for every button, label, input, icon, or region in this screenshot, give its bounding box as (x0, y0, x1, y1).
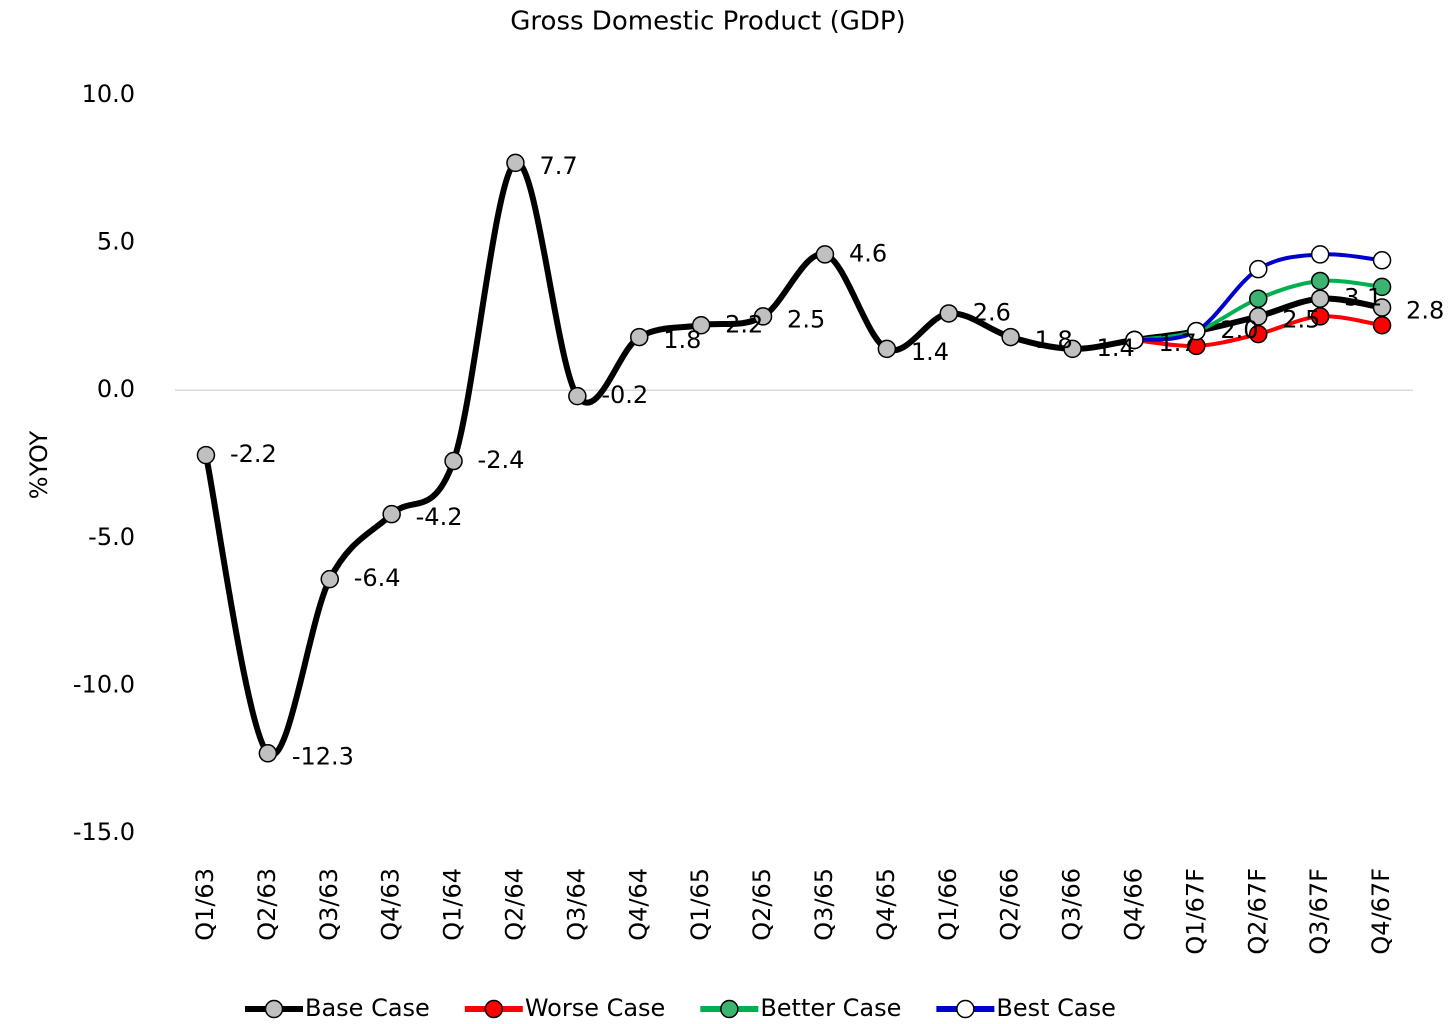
data-point (691, 316, 711, 335)
x-tick-label: Q2/63 (253, 868, 281, 941)
x-tick-label: Q2/67F (1243, 868, 1271, 955)
data-label: 4.6 (849, 239, 887, 267)
data-point (877, 339, 897, 359)
data-point (1372, 251, 1392, 270)
x-tick-label: Q4/67F (1367, 868, 1395, 955)
y-tick-label: 10.0 (82, 80, 135, 108)
data-point (753, 307, 773, 326)
x-tick-label: Q2/66 (996, 868, 1024, 941)
legend-marker (720, 999, 739, 1019)
x-tick-label: Q4/66 (1119, 868, 1147, 941)
data-label: 1.8 (663, 326, 701, 354)
x-tick-label: Q2/64 (500, 868, 528, 941)
x-tick-label: Q3/64 (562, 868, 590, 941)
data-point (506, 153, 525, 173)
data-point (258, 744, 278, 763)
x-tick-label: Q2/65 (748, 868, 776, 941)
y-axis-label: %YOY (25, 430, 53, 499)
data-point (815, 245, 835, 264)
x-tick-label: Q1/64 (439, 868, 467, 941)
x-tick-label: Q1/63 (191, 868, 219, 941)
series-line (203, 159, 1383, 759)
legend-marker (956, 999, 975, 1019)
y-tick-label: -5.0 (88, 523, 135, 551)
data-label: 1.4 (1097, 334, 1135, 362)
data-label: 2.5 (787, 305, 825, 333)
x-tick-label: Q3/65 (810, 868, 838, 941)
legend-label: Base Case (305, 994, 430, 1022)
data-point (1063, 339, 1082, 359)
data-point (1187, 321, 1206, 341)
legend-label: Best Case (996, 994, 1116, 1022)
x-tick-label: Q1/65 (686, 868, 714, 941)
data-label: 3.1 (1344, 284, 1382, 312)
data-label: 1.8 (1035, 326, 1073, 354)
data-label: -2.2 (230, 440, 277, 468)
data-label: -0.2 (601, 381, 648, 409)
data-label: -2.4 (478, 446, 525, 474)
data-point (1125, 330, 1144, 350)
legend-label: Better Case (760, 994, 901, 1022)
data-point (444, 451, 463, 471)
data-point (568, 386, 587, 406)
data-point (196, 445, 216, 465)
data-point (1249, 324, 1268, 344)
data-label: 2.2 (725, 310, 763, 338)
y-tick-label: -15.0 (73, 818, 135, 846)
data-point (320, 569, 339, 589)
x-tick-label: Q3/67F (1305, 868, 1333, 955)
chart-title: Gross Domestic Product (GDP) (510, 7, 905, 37)
y-tick-label: 5.0 (97, 228, 135, 256)
x-tick-label: Q4/63 (377, 868, 405, 941)
data-label: 2.5 (1282, 305, 1320, 333)
data-label: 2.0 (1220, 316, 1258, 344)
data-label: -12.3 (292, 742, 354, 770)
x-tick-label: Q3/66 (1058, 868, 1086, 941)
data-point (1249, 259, 1268, 279)
data-label: 2.8 (1406, 297, 1444, 325)
x-tick-label: Q4/64 (624, 868, 652, 941)
data-label: -4.2 (416, 503, 463, 531)
data-label: 1.7 (1158, 329, 1196, 357)
data-point (382, 504, 401, 524)
y-tick-label: 0.0 (97, 375, 135, 403)
data-point (1310, 245, 1330, 264)
data-label: 1.4 (911, 338, 949, 366)
x-tick-label: Q3/63 (315, 868, 343, 941)
data-label: 7.7 (539, 152, 577, 180)
x-tick-label: Q1/66 (934, 868, 962, 941)
y-tick-label: -10.0 (73, 670, 135, 698)
data-point (1001, 327, 1020, 347)
data-label: -6.4 (354, 564, 401, 592)
data-point (939, 304, 958, 323)
data-label: 2.6 (973, 298, 1011, 326)
data-point (1372, 277, 1392, 297)
legend-label: Worse Case (525, 994, 666, 1022)
data-point (1310, 271, 1330, 291)
legend-marker (264, 999, 284, 1019)
data-point (1249, 289, 1268, 308)
x-tick-label: Q1/67F (1181, 868, 1209, 955)
x-tick-label: Q4/65 (872, 868, 900, 941)
data-point (630, 327, 649, 347)
data-point (1372, 316, 1392, 335)
legend-marker (484, 999, 504, 1019)
data-point (1310, 307, 1330, 326)
